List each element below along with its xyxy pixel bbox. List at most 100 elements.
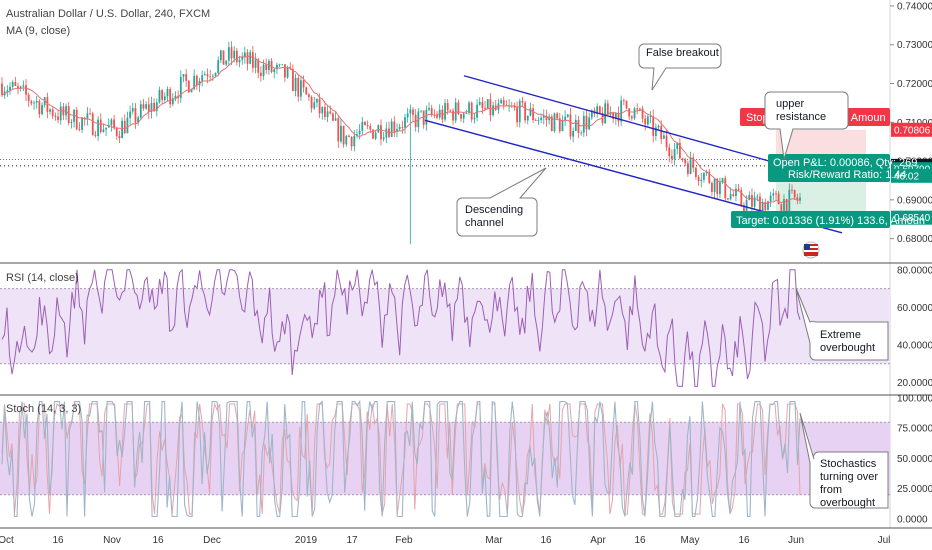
us-flag-event-icon[interactable] — [802, 241, 820, 259]
callout-rsi-line2: overbought — [820, 342, 875, 354]
candle — [398, 123, 401, 132]
rsi-tick-label: 80.0000 — [897, 265, 932, 276]
price-axis-bg — [890, 0, 932, 550]
candle — [454, 97, 457, 124]
candle — [356, 129, 358, 139]
candle — [1, 77, 3, 98]
candle — [129, 105, 132, 125]
candle — [673, 143, 676, 166]
candle — [230, 41, 233, 66]
candle — [51, 106, 54, 120]
candle — [126, 111, 129, 134]
price-badge-target: 0.68540 — [891, 210, 932, 225]
chart-title: Australian Dollar / U.S. Dollar, 240, FX… — [6, 8, 210, 20]
callout-stoch-turning[interactable]: Stochastics turning over from overbought — [799, 412, 889, 509]
candle — [700, 173, 703, 188]
target-label-text: Target: 0.01336 (1.91%) 133.6, Amoun — [736, 215, 925, 227]
rsi-tick-label: 60.0000 — [897, 303, 932, 314]
candle — [22, 80, 25, 92]
price-badge-stop: 0.70806 — [891, 122, 932, 137]
candle — [163, 92, 166, 104]
candle — [494, 100, 497, 112]
price-tick-label: 0.74000 — [897, 1, 932, 12]
candle — [174, 91, 177, 102]
candle — [460, 113, 462, 122]
candle — [187, 79, 190, 93]
candle — [38, 99, 41, 119]
rr-label-text: Risk/Reward Ratio: 1.44 — [788, 169, 907, 181]
candle — [142, 99, 145, 111]
target-label[interactable]: Target: 0.01336 (1.91%) 133.6, Amoun — [731, 211, 925, 228]
pnl-label[interactable]: Open P&L: 0.00086, Qty: 269 Risk/Reward … — [768, 154, 917, 182]
candle — [377, 124, 380, 133]
candle — [735, 184, 737, 202]
candle — [566, 113, 569, 118]
candle — [46, 92, 49, 119]
candle — [740, 187, 743, 208]
candle — [278, 63, 281, 67]
candle — [596, 103, 599, 118]
candle — [534, 118, 537, 122]
candle — [345, 134, 348, 147]
callout-upper-resistance[interactable]: upper resistance — [764, 91, 849, 160]
callout-descending-line1: Descending — [465, 204, 523, 216]
candle — [719, 177, 721, 199]
candle — [652, 109, 655, 143]
candle — [11, 80, 14, 90]
candle — [294, 73, 297, 97]
candle — [374, 130, 377, 141]
stoch-tick-label: 0.0000 — [897, 514, 928, 525]
callout-rsi-overbought[interactable]: Extreme overbought — [795, 287, 889, 361]
candle — [27, 92, 30, 107]
candle — [793, 189, 796, 200]
candle — [777, 191, 780, 205]
candle — [628, 107, 631, 121]
candle — [284, 64, 286, 83]
candle — [350, 136, 353, 151]
candle — [57, 110, 59, 124]
candle — [366, 120, 369, 130]
candle — [662, 131, 665, 139]
candle — [737, 183, 740, 192]
candle — [438, 104, 441, 120]
candle — [764, 198, 767, 212]
time-tick-label: 17 — [346, 535, 358, 546]
candle — [73, 109, 75, 128]
candle — [665, 130, 668, 152]
candle — [43, 96, 46, 108]
time-axis-labels: Oct 16 Nov 16 Dec 2019 17 Feb Mar 16 Apr 16 May 16 Jun… — [0, 535, 890, 546]
candle — [161, 88, 164, 105]
time-tick-label: Apr — [590, 535, 606, 546]
candle — [409, 104, 412, 245]
rsi-band — [0, 288, 890, 364]
rsi-title: RSI (14, close) — [6, 272, 79, 284]
candle — [684, 157, 687, 167]
callout-descending-channel[interactable]: Descending channel — [456, 167, 547, 237]
candle — [166, 86, 169, 102]
candle — [486, 98, 489, 110]
candle — [225, 60, 228, 67]
callout-false-breakout[interactable]: False breakout — [638, 43, 722, 91]
candle — [548, 113, 551, 125]
price-tick-label: 0.68000 — [897, 234, 932, 245]
callout-false-breakout-bubble — [638, 43, 722, 91]
candle — [342, 125, 345, 148]
time-tick-label: May — [681, 535, 700, 546]
candle — [724, 175, 727, 201]
candle — [516, 101, 518, 127]
candle — [420, 110, 422, 113]
candle — [211, 74, 214, 81]
time-tick-label: Jul — [878, 535, 891, 546]
time-tick-label: 16 — [152, 535, 164, 546]
candle — [145, 101, 148, 110]
candle — [195, 74, 198, 90]
time-tick-label: Feb — [395, 535, 413, 546]
candle — [532, 104, 535, 124]
channel-upper-line[interactable] — [463, 75, 791, 168]
candle — [711, 181, 713, 197]
candle — [510, 101, 513, 108]
candle — [241, 52, 244, 65]
candle — [751, 188, 753, 212]
candle — [649, 111, 652, 124]
